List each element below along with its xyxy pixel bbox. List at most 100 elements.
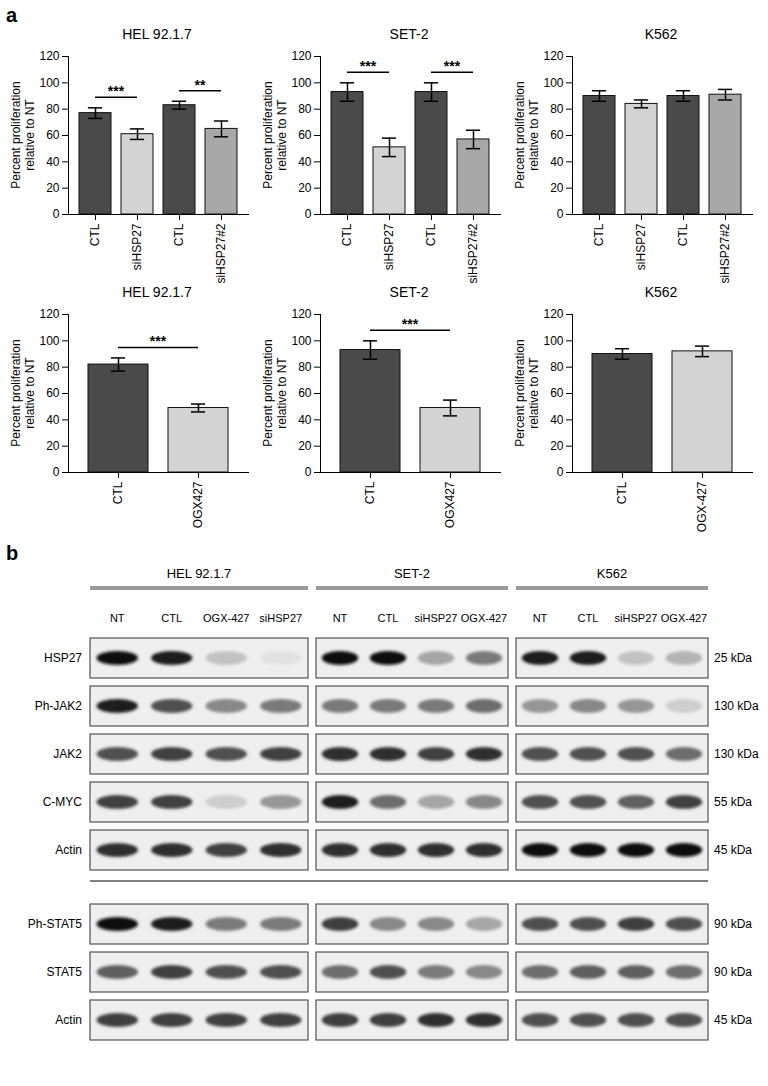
svg-text:100: 100 [39,334,59,348]
svg-text:0: 0 [305,207,312,221]
svg-text:Actin: Actin [55,1013,82,1027]
svg-text:45 kDa: 45 kDa [714,843,752,857]
svg-text:60: 60 [550,386,564,400]
svg-text:***: *** [150,333,167,349]
svg-text:CTL: CTL [578,612,599,624]
svg-text:HEL 92.1.7: HEL 92.1.7 [167,566,232,581]
svg-text:100: 100 [543,334,563,348]
svg-text:***: *** [108,83,125,99]
svg-text:120: 120 [39,307,59,321]
svg-text:siHSP27#2: siHSP27#2 [466,223,480,283]
svg-text:90 kDa: 90 kDa [714,965,752,979]
svg-text:60: 60 [550,128,564,142]
svg-text:JAK2: JAK2 [53,747,82,761]
svg-text:OGX-427: OGX-427 [461,612,507,624]
svg-text:20: 20 [550,181,564,195]
svg-text:CTL: CTL [340,223,354,246]
svg-text:90 kDa: 90 kDa [714,917,752,931]
svg-text:45 kDa: 45 kDa [714,1013,752,1027]
svg-text:**: ** [195,77,206,93]
svg-text:Percent proliferationrelative: Percent proliferationrelative to NT [9,339,37,446]
svg-text:40: 40 [550,413,564,427]
svg-text:STAT5: STAT5 [46,965,82,979]
svg-text:siHSP27: siHSP27 [130,223,144,270]
svg-text:CTL: CTL [88,223,102,246]
svg-text:CTL: CTL [111,481,125,504]
svg-text:40: 40 [46,413,60,427]
svg-text:CTL: CTL [363,481,377,504]
svg-text:K562: K562 [597,566,627,581]
svg-text:siHSP27: siHSP27 [615,612,658,624]
svg-text:OGX-427: OGX-427 [203,612,249,624]
svg-text:120: 120 [39,49,59,63]
svg-text:siHSP27: siHSP27 [415,612,458,624]
svg-text:OGX427: OGX427 [443,481,457,528]
svg-text:Ph-STAT5: Ph-STAT5 [28,917,83,931]
svg-text:40: 40 [46,155,60,169]
svg-text:CTL: CTL [424,223,438,246]
svg-text:CTL: CTL [676,223,690,246]
svg-text:60: 60 [46,128,60,142]
svg-text:SET-2: SET-2 [394,566,430,581]
svg-text:OGX-427: OGX-427 [695,481,709,532]
svg-text:CTL: CTL [615,481,629,504]
svg-text:120: 120 [543,307,563,321]
svg-text:siHSP27#2: siHSP27#2 [718,223,732,283]
svg-text:40: 40 [298,413,312,427]
svg-text:CTL: CTL [378,612,399,624]
svg-text:130 kDa: 130 kDa [714,699,759,713]
svg-text:HSP27: HSP27 [44,651,82,665]
svg-text:Percent proliferationrelative: Percent proliferationrelative to NT [261,339,289,446]
svg-text:80: 80 [46,360,60,374]
svg-text:***: *** [360,58,377,74]
svg-text:NT: NT [533,612,548,624]
svg-text:60: 60 [298,386,312,400]
svg-text:siHSP27: siHSP27 [634,223,648,270]
svg-text:40: 40 [298,155,312,169]
svg-text:0: 0 [557,207,564,221]
svg-text:25 kDa: 25 kDa [714,651,752,665]
svg-text:20: 20 [46,439,60,453]
svg-text:***: *** [444,58,461,74]
svg-text:NT: NT [110,612,125,624]
svg-text:OGX427: OGX427 [191,481,205,528]
svg-text:20: 20 [46,181,60,195]
svg-text:20: 20 [298,439,312,453]
svg-text:20: 20 [550,439,564,453]
svg-text:Percent proliferationrelative: Percent proliferationrelative to NT [513,339,541,446]
svg-text:CTL: CTL [172,223,186,246]
svg-text:Percent proliferationrelative: Percent proliferationrelative to NT [9,81,37,188]
svg-text:***: *** [402,316,419,332]
svg-text:100: 100 [39,76,59,90]
svg-text:CTL: CTL [592,223,606,246]
svg-text:100: 100 [291,76,311,90]
svg-text:siHSP27: siHSP27 [382,223,396,270]
svg-text:60: 60 [298,128,312,142]
svg-text:siHSP27#2: siHSP27#2 [214,223,228,283]
svg-text:120: 120 [543,49,563,63]
svg-text:40: 40 [550,155,564,169]
svg-text:80: 80 [298,360,312,374]
svg-text:0: 0 [557,465,564,479]
svg-text:100: 100 [291,334,311,348]
svg-text:Percent proliferationrelative: Percent proliferationrelative to NT [261,81,289,188]
svg-text:NT: NT [333,612,348,624]
svg-text:Percent proliferationrelative: Percent proliferationrelative to NT [513,81,541,188]
svg-text:80: 80 [46,102,60,116]
svg-text:60: 60 [46,386,60,400]
svg-text:0: 0 [53,465,60,479]
svg-text:siHSP27: siHSP27 [259,612,302,624]
svg-text:CTL: CTL [161,612,182,624]
svg-text:120: 120 [291,307,311,321]
svg-text:C-MYC: C-MYC [43,795,83,809]
svg-text:0: 0 [53,207,60,221]
svg-text:55 kDa: 55 kDa [714,795,752,809]
svg-text:Actin: Actin [55,843,82,857]
svg-text:80: 80 [298,102,312,116]
svg-text:OGX-427: OGX-427 [661,612,707,624]
svg-text:0: 0 [305,465,312,479]
svg-text:100: 100 [543,76,563,90]
svg-text:20: 20 [298,181,312,195]
svg-text:Ph-JAK2: Ph-JAK2 [35,699,83,713]
svg-text:130 kDa: 130 kDa [714,747,759,761]
